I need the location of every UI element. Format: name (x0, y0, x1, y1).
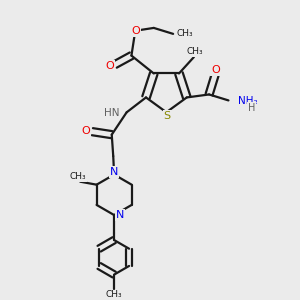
Text: HN: HN (104, 108, 119, 118)
Text: CH₃: CH₃ (70, 172, 86, 181)
Text: N: N (116, 210, 124, 220)
Text: N: N (110, 167, 118, 177)
Text: NH₂: NH₂ (238, 96, 258, 106)
Text: CH₃: CH₃ (186, 47, 203, 56)
Text: S: S (164, 111, 171, 121)
Text: O: O (211, 65, 220, 75)
Text: CH₃: CH₃ (177, 29, 193, 38)
Text: O: O (131, 26, 140, 36)
Text: O: O (105, 61, 114, 71)
Text: H: H (248, 103, 255, 113)
Text: O: O (82, 126, 90, 136)
Text: CH₃: CH₃ (106, 290, 122, 299)
